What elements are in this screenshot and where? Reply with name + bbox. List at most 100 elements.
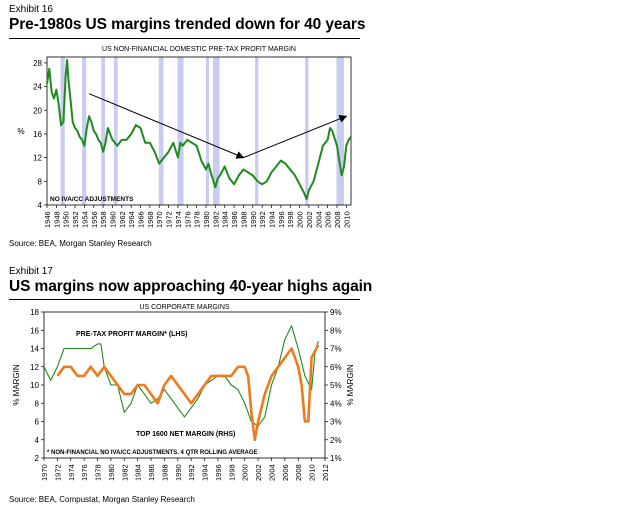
x-tick-label: 1982 <box>211 211 220 228</box>
x-tick-label: 1996 <box>214 464 223 481</box>
x-tick-label: 1972 <box>53 464 62 481</box>
x-tick-label: 2010 <box>308 464 317 481</box>
x-tick-label: 1984 <box>134 464 143 481</box>
x-tick-label: 1996 <box>277 211 286 228</box>
y-left-tick-label: 4 <box>35 436 40 445</box>
recession-band <box>213 57 220 205</box>
y-axis-label: % <box>17 127 24 136</box>
x-tick-label: 1958 <box>99 211 108 228</box>
plot-frame <box>46 56 352 206</box>
exhibit16-label: Exhibit 16 <box>9 4 53 15</box>
x-tick-label: 1998 <box>227 464 236 481</box>
y-left-tick-label: 8 <box>35 399 40 408</box>
x-tick-label: 1960 <box>108 211 117 228</box>
y-tick-label: 16 <box>33 130 42 139</box>
recession-band <box>113 57 118 205</box>
x-tick-label: 1982 <box>120 464 129 481</box>
y-right-tick-label: 2% <box>330 436 342 445</box>
recession-band <box>177 57 184 205</box>
x-tick-label: 1978 <box>193 211 202 228</box>
x-tick-label: 1974 <box>67 464 76 481</box>
x-tick-label: 1980 <box>107 464 116 481</box>
exhibit16-title: Pre-1980s US margins trended down for 40… <box>9 16 366 33</box>
y-tick-label: 28 <box>33 59 42 68</box>
x-tick-label: 1968 <box>146 211 155 228</box>
x-tick-label: 2000 <box>296 211 305 228</box>
exhibit17-chart: US CORPORATE MARGINS 2 4 6 8 10 12 14 16 18 1% 2% 3%… <box>12 304 355 481</box>
exhibit16-source: Source: BEA, Morgan Stanley Research <box>9 239 152 248</box>
x-tick-label: 1994 <box>267 211 276 228</box>
x-tick-label: 1988 <box>160 464 169 481</box>
x-tick-label: 1992 <box>187 464 196 481</box>
x-tick-label: 1970 <box>40 464 49 481</box>
series-line-margin <box>46 59 352 201</box>
y-tick-label: 8 <box>38 177 43 186</box>
y-right-tick-label: 9% <box>330 308 342 317</box>
y-left-axis-label: % MARGIN <box>12 364 21 406</box>
x-tick-label: 2008 <box>294 464 303 481</box>
x-tick-label: 1952 <box>71 211 80 228</box>
y-left-tick-label: 16 <box>30 326 39 335</box>
x-tick-label: 2004 <box>314 211 323 228</box>
exhibit17-divider <box>9 299 360 300</box>
x-tick-label: 1976 <box>183 211 192 228</box>
x-tick-label: 1992 <box>258 211 267 228</box>
x-tick-label: 1972 <box>165 211 174 228</box>
y-left-tick-label: 12 <box>30 363 39 372</box>
x-tick-label: 2002 <box>305 211 314 228</box>
x-tick-label: 1978 <box>94 464 103 481</box>
x-tick-label: 2006 <box>281 464 290 481</box>
x-tick-label: 1950 <box>62 211 71 228</box>
chart-annotation: NO IVA/CC ADJUSTMENTS <box>50 196 134 203</box>
trend-arrow <box>243 115 348 159</box>
recession-band <box>255 57 259 205</box>
x-tick-label: 1966 <box>137 211 146 228</box>
recession-band <box>158 57 164 205</box>
y-left-tick-label: 14 <box>30 345 39 354</box>
exhibit17-source: Source: BEA, Compustat, Morgan Stanley R… <box>9 495 195 504</box>
chart-footnote: * NON-FINANCIAL NO IVA/CC ADJUSTMENTS. 4… <box>47 450 258 456</box>
y-left-tick-label: 2 <box>35 454 40 463</box>
x-tick-label: 1976 <box>80 464 89 481</box>
recession-band <box>336 57 344 205</box>
y-tick-label: 24 <box>33 83 42 92</box>
recession-band <box>206 57 210 205</box>
x-tick-label: 2006 <box>324 211 333 228</box>
recession-band <box>82 57 87 205</box>
y-left-tick-label: 10 <box>30 381 39 390</box>
x-tick-label: 1954 <box>80 211 89 228</box>
x-tick-label: 1988 <box>239 211 248 228</box>
x-tick-label: 2008 <box>333 211 342 228</box>
y-tick-label: 20 <box>33 106 42 115</box>
recession-band <box>60 57 65 205</box>
chart-title: US NON-FINANCIAL DOMESTIC PRE-TAX PROFIT… <box>102 46 296 53</box>
recession-band <box>101 57 105 205</box>
x-tick-label: 2002 <box>254 464 263 481</box>
x-tick-label: 1970 <box>155 211 164 228</box>
x-tick-label: 1974 <box>174 211 183 228</box>
exhibit17-label: Exhibit 17 <box>9 266 53 277</box>
x-tick-label: 1948 <box>52 211 61 228</box>
y-right-axis-label: % MARGIN <box>346 364 355 406</box>
y-right-tick-label: 5% <box>330 381 342 390</box>
y-tick-label: 4 <box>38 201 43 210</box>
x-tick-label: 1990 <box>174 464 183 481</box>
y-right-tick-label: 1% <box>330 454 342 463</box>
x-tick-label: 2012 <box>321 464 330 481</box>
y-left-tick-label: 6 <box>35 418 40 427</box>
x-tick-label: 1986 <box>230 211 239 228</box>
legend-lhs-label: PRE-TAX PROFIT MARGIN* (LHS) <box>76 331 187 338</box>
y-right-tick-label: 7% <box>330 345 342 354</box>
x-tick-label: 1984 <box>221 211 230 228</box>
x-tick-label: 1986 <box>147 464 156 481</box>
chart-title: US CORPORATE MARGINS <box>139 304 229 311</box>
x-tick-label: 2004 <box>267 464 276 481</box>
x-tick-label: 1956 <box>90 211 99 228</box>
y-left-tick-label: 18 <box>30 308 39 317</box>
exhibit16-chart: US NON-FINANCIAL DOMESTIC PRE-TAX PROFIT… <box>17 46 352 228</box>
exhibit17-title: US margins now approaching 40-year highs… <box>9 278 373 295</box>
x-tick-label: 1980 <box>202 211 211 228</box>
x-tick-label: 2010 <box>342 211 351 228</box>
trend-arrow <box>88 93 245 159</box>
series-line-top1600-net-margin <box>56 344 320 442</box>
